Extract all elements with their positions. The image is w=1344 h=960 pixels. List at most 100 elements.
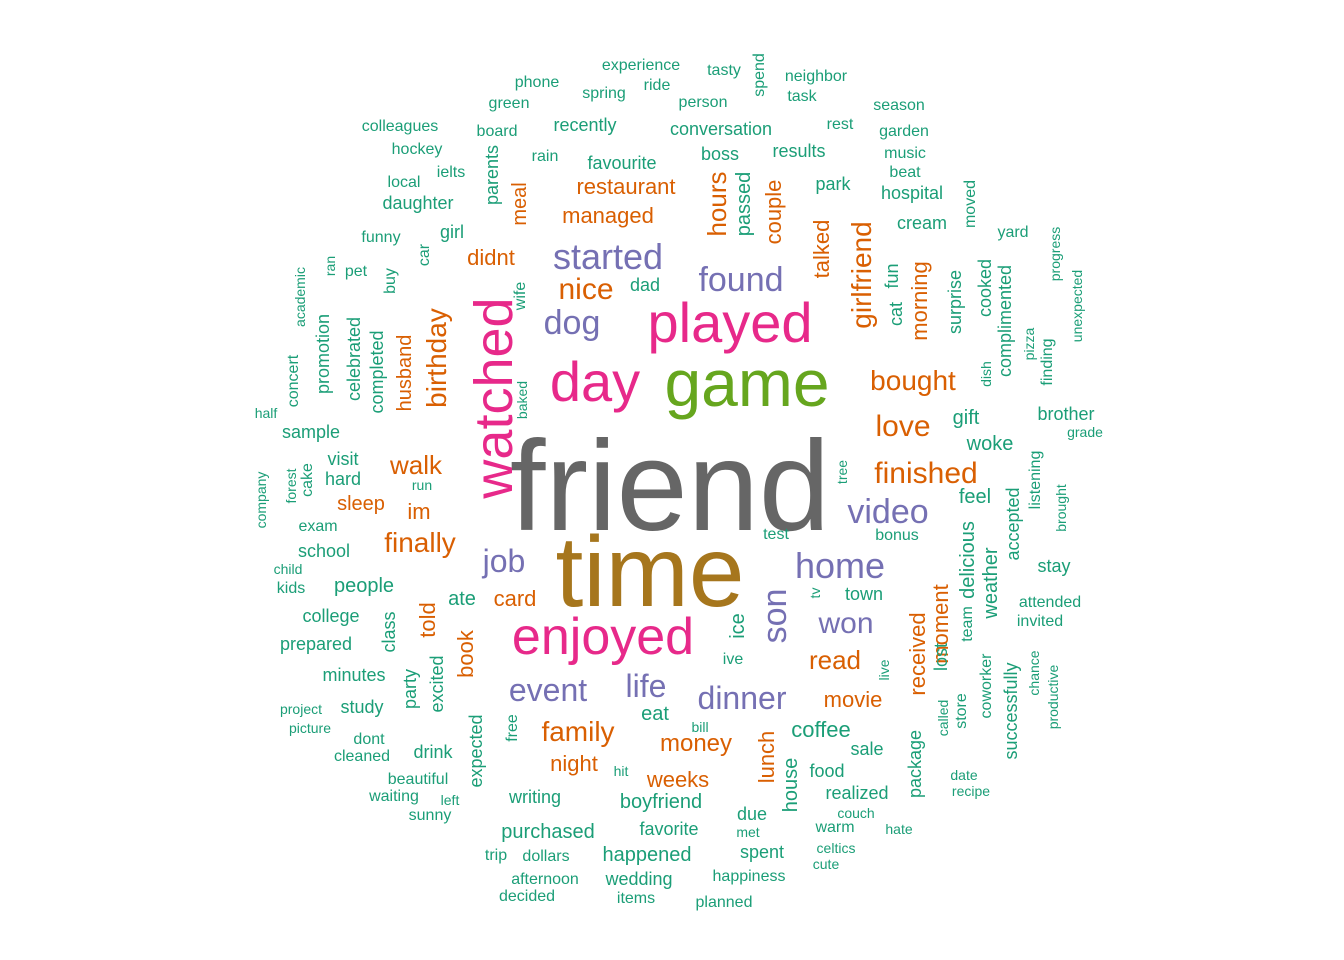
word-didnt: didnt: [467, 245, 515, 270]
word-store: store: [953, 693, 970, 729]
word-spring: spring: [582, 85, 626, 102]
word-pizza: pizza: [1021, 327, 1037, 361]
word-colleagues: colleagues: [361, 118, 439, 135]
word-celtics: celtics: [816, 840, 856, 856]
word-ice: ice: [727, 613, 749, 639]
word-couch: couch: [837, 805, 875, 821]
word-ielts: ielts: [436, 164, 466, 181]
word-ive: ive: [722, 651, 744, 668]
word-met: met: [736, 824, 760, 840]
word-grade: grade: [1067, 424, 1103, 440]
word-night: night: [550, 751, 598, 776]
word-park: park: [815, 174, 851, 194]
word-half: half: [254, 405, 278, 421]
word-cake: cake: [299, 463, 316, 497]
word-writing: writing: [508, 787, 562, 807]
word-delicious: delicious: [957, 521, 979, 599]
word-dish: dish: [978, 361, 994, 387]
word-stay: stay: [1037, 556, 1071, 576]
word-accepted: accepted: [1003, 487, 1023, 561]
word-picture: picture: [288, 720, 332, 736]
word-ran: ran: [322, 255, 338, 277]
word-board: board: [476, 123, 518, 140]
word-left: left: [440, 792, 460, 808]
word-boss: boss: [700, 144, 740, 164]
word-run: run: [411, 477, 433, 493]
word-home: home: [794, 545, 886, 586]
word-rest: rest: [826, 116, 854, 133]
word-lunch: lunch: [754, 730, 779, 784]
word-company: company: [253, 471, 269, 529]
word-cat: cat: [886, 301, 906, 327]
word-kids: kids: [276, 580, 306, 597]
word-cream: cream: [896, 213, 948, 233]
word-listening: listening: [1027, 450, 1044, 510]
word-decided: decided: [498, 888, 556, 905]
word-trip: trip: [484, 847, 508, 864]
word-book: book: [453, 630, 478, 678]
word-person: person: [678, 94, 728, 111]
word-woke: woke: [966, 433, 1014, 455]
word-project: project: [279, 701, 323, 717]
word-task: task: [787, 88, 817, 105]
word-moved: moved: [962, 179, 979, 229]
word-pet: pet: [344, 263, 368, 280]
word-life: life: [625, 668, 667, 704]
word-family: family: [541, 716, 615, 747]
word-realized: realized: [825, 783, 889, 803]
word-planned: planned: [695, 894, 753, 911]
word-weather: weather: [980, 547, 1002, 619]
word-sample: sample: [281, 422, 341, 442]
word-read: read: [808, 645, 862, 675]
word-game: game: [664, 346, 830, 420]
word-cooked: cooked: [975, 258, 995, 318]
word-day: day: [549, 350, 641, 413]
word-phone: phone: [514, 74, 560, 91]
word-attended: attended: [1018, 594, 1082, 611]
word-girl: girl: [439, 222, 465, 242]
word-package: package: [905, 729, 925, 799]
word-local: local: [387, 174, 421, 191]
word-wife: wife: [512, 281, 529, 311]
word-told: told: [415, 602, 440, 638]
word-garden: garden: [879, 123, 929, 140]
word-funny: funny: [361, 229, 401, 246]
word-food: food: [809, 761, 845, 781]
word-received: received: [905, 612, 930, 696]
word-due: due: [736, 804, 768, 824]
word-morning: morning: [907, 261, 932, 341]
word-chance: chance: [1026, 650, 1042, 696]
word-warm: warm: [815, 819, 855, 836]
word-productive: productive: [1045, 664, 1061, 730]
word-test: test: [763, 526, 789, 543]
word-favorite: favorite: [639, 819, 699, 839]
word-invited: invited: [1016, 613, 1064, 630]
word-music: music: [884, 145, 926, 162]
word-boyfriend: boyfriend: [619, 791, 703, 813]
word-talked: talked: [809, 219, 834, 279]
word-unexpected: unexpected: [1069, 269, 1085, 343]
word-feel: feel: [958, 486, 992, 508]
word-study: study: [340, 697, 384, 717]
word-free: free: [504, 714, 521, 742]
word-birthday: birthday: [421, 308, 452, 408]
word-passed: passed: [733, 171, 755, 237]
word-hospital: hospital: [880, 183, 944, 203]
word-purchased: purchased: [501, 821, 595, 843]
word-hit: hit: [613, 763, 629, 779]
word-hockey: hockey: [391, 141, 443, 158]
word-forest: forest: [283, 468, 299, 504]
word-watched: watched: [464, 297, 524, 499]
word-favourite: favourite: [587, 153, 657, 173]
word-coffee: coffee: [791, 717, 851, 742]
word-spend: spend: [751, 53, 768, 97]
word-recently: recently: [553, 115, 617, 135]
word-sleep: sleep: [337, 493, 385, 515]
word-tv: tv: [807, 587, 823, 599]
word-neighbor: neighbor: [784, 68, 848, 85]
word-academic: academic: [292, 267, 308, 327]
word-job: job: [482, 543, 526, 579]
word-buy: buy: [382, 268, 399, 294]
word-finished: finished: [874, 457, 978, 490]
